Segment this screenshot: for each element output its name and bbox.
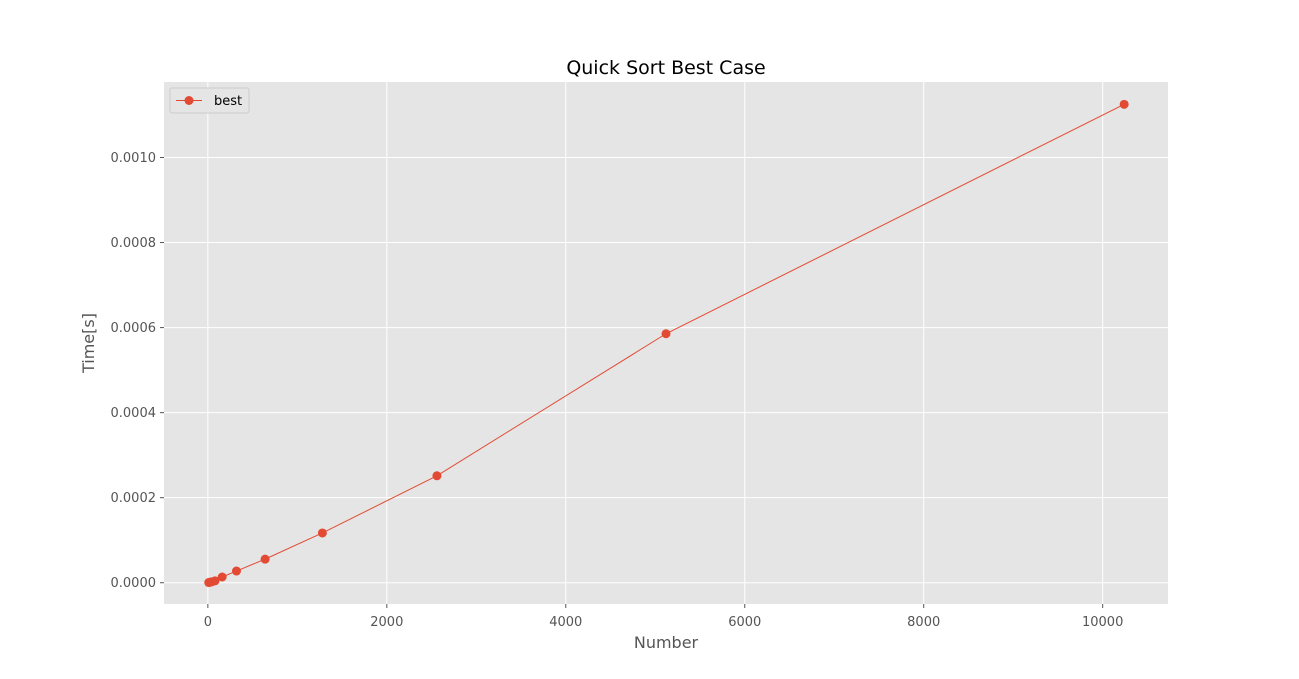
grid: [164, 82, 1168, 604]
x-tick-label: 8000: [907, 615, 940, 630]
legend-marker-best: [184, 96, 194, 105]
y-tick-label: 0.0006: [111, 321, 157, 336]
y-tick-label: 0.0002: [111, 491, 157, 506]
data-point: [1119, 99, 1129, 109]
x-tick-label: 6000: [728, 615, 761, 630]
series-layer: [204, 99, 1129, 588]
plot-area: [164, 82, 1168, 604]
x-tick-label: 4000: [549, 615, 582, 630]
x-tick-label: 2000: [370, 615, 403, 630]
x-tick-label: 10000: [1082, 615, 1123, 630]
x-axis-label: Number: [634, 633, 699, 652]
data-point: [260, 554, 270, 564]
y-axis-label: Time[s]: [79, 313, 98, 374]
y-tick-label: 0.0008: [111, 236, 157, 251]
data-point: [661, 329, 671, 339]
chart-title: Quick Sort Best Case: [566, 57, 765, 79]
legend: best: [169, 87, 250, 114]
y-tick-label: 0.0000: [111, 576, 157, 591]
legend-label-best: best: [214, 94, 242, 109]
y-tick-label: 0.0004: [111, 406, 157, 421]
x-tick-label: 0: [204, 615, 212, 630]
data-point: [231, 566, 241, 576]
legend-box: [169, 87, 250, 114]
data-point: [317, 528, 327, 538]
y-tick-label: 0.0010: [111, 151, 157, 166]
data-point: [210, 576, 220, 586]
y-ticks: 0.0000 0.0002 0.0004 0.0006 0.0008 0.0010: [111, 151, 164, 591]
data-point: [217, 572, 227, 582]
data-point: [432, 471, 442, 481]
x-ticks: 0 2000 4000 6000 8000 10000: [204, 604, 1123, 630]
